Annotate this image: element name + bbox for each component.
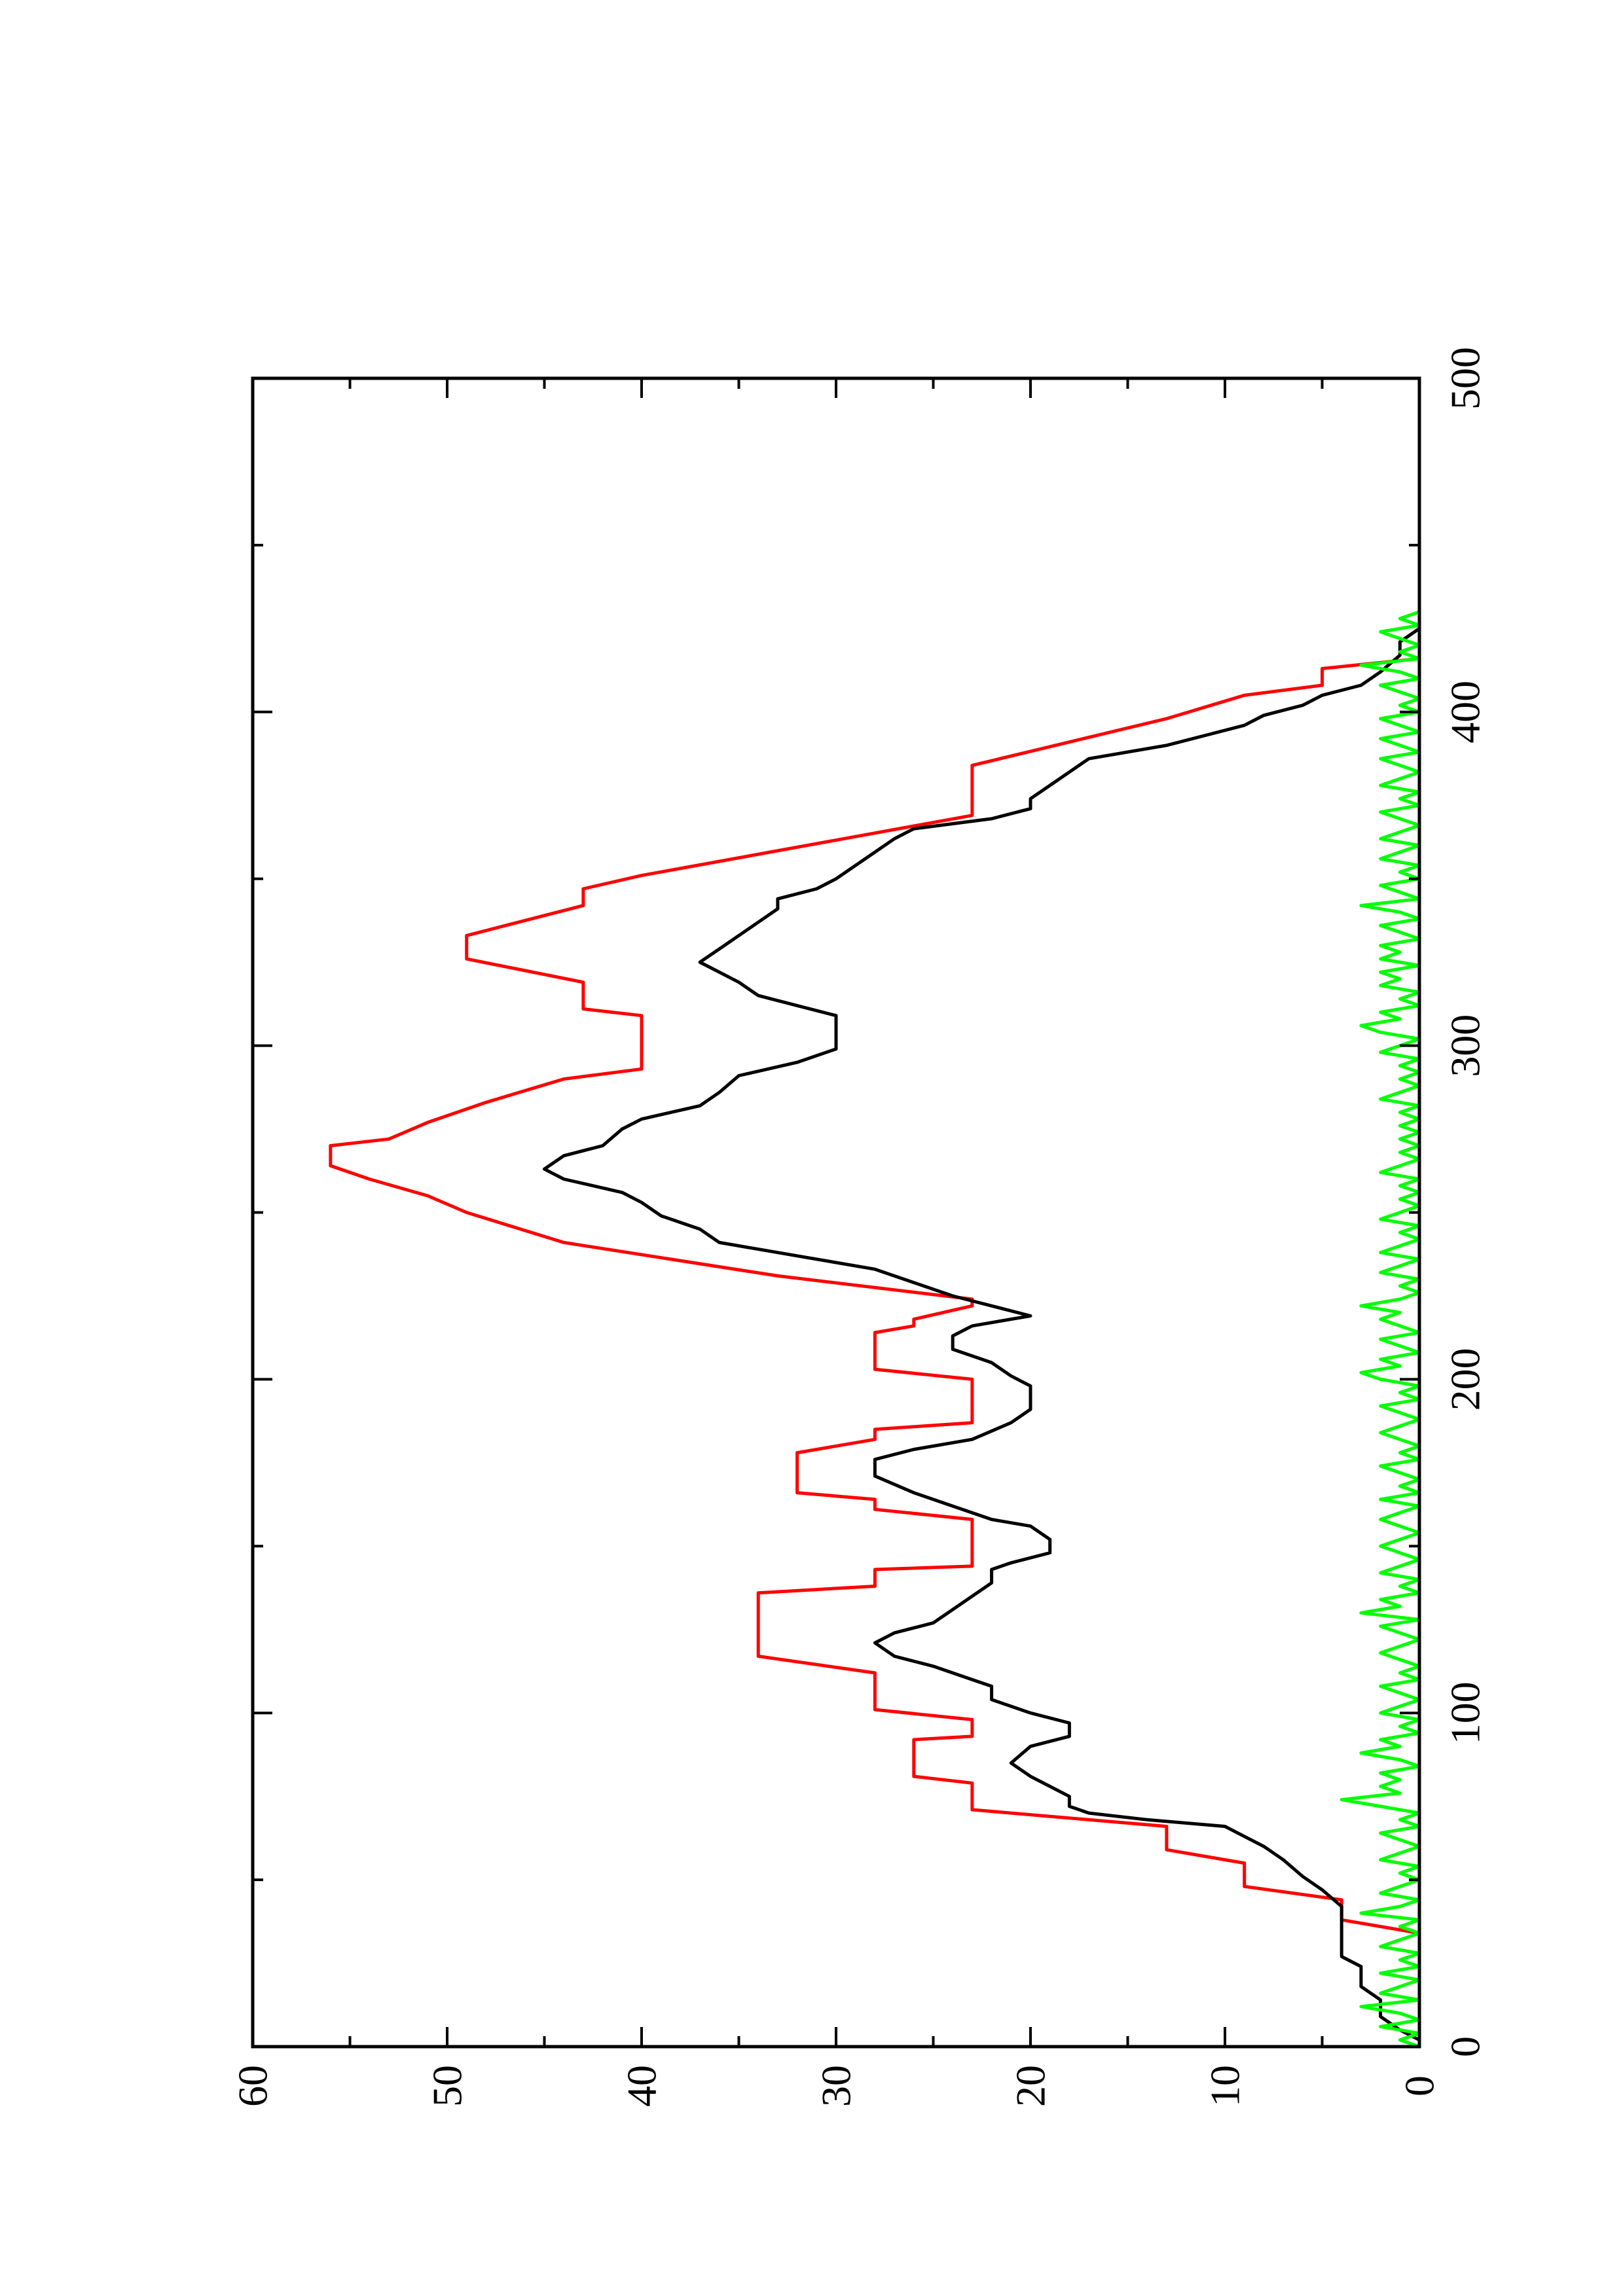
x-tick-label-300: 300 [1442,1014,1489,1077]
x-tick-label-100: 100 [1442,1681,1489,1744]
y-tick-label-50: 50 [424,2065,471,2107]
series-line-3 [1340,610,1421,2049]
y-tick-label-60: 60 [230,2065,276,2107]
x-tick-label-0: 0 [1442,2036,1489,2057]
y-tick-label-40: 40 [619,2065,665,2107]
x-tick-label-400: 400 [1442,681,1489,744]
tick-label-layer: 0 100 200 300 400 500 0 10 20 30 40 50 60 [230,347,1489,2107]
series-line-2 [543,626,1421,2042]
x-tick-label-200: 200 [1442,1348,1489,1410]
y-tick-label-20: 20 [1008,2065,1054,2107]
series-layer [329,610,1421,2049]
y-tick-label-30: 30 [813,2065,860,2107]
series-line-1 [329,656,1421,1935]
y-tick-label-0: 0 [1396,2075,1443,2096]
x-tick-label-500: 500 [1442,347,1489,410]
y-tick-label-10: 10 [1202,2065,1249,2107]
tick-layer [251,377,1421,2048]
